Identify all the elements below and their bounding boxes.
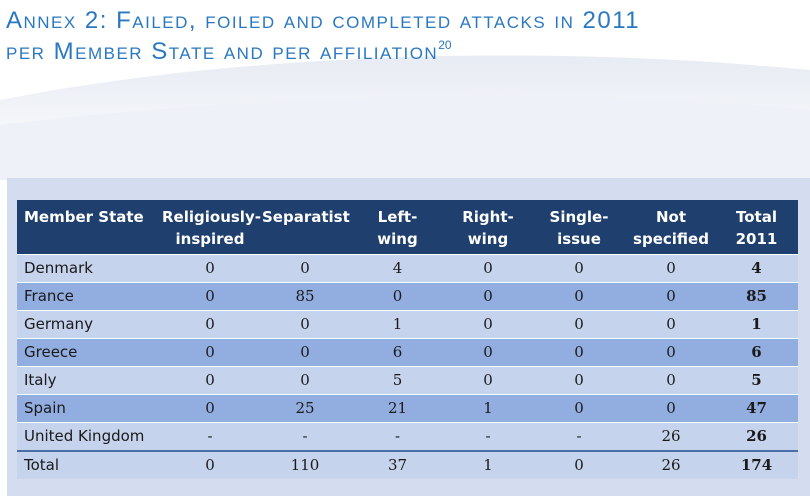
annex-title-line2: per Member State and per affiliation20	[6, 33, 806, 64]
value-cell: 0	[531, 450, 627, 479]
member-state-cell: Total	[17, 450, 160, 479]
column-header: Left- wing	[350, 200, 445, 255]
value-cell: 0	[627, 366, 715, 395]
attacks-table: Member State Religiously- inspired Separat…	[17, 200, 798, 479]
annex-title-line2-text: per Member State and per affiliation	[6, 38, 439, 65]
total-cell: 6	[715, 338, 798, 367]
value-cell: -	[531, 422, 627, 451]
table-row: Germany 0 0 1 0 0 0 1	[17, 310, 798, 339]
value-cell: -	[160, 422, 260, 451]
member-state-cell: Italy	[17, 366, 160, 395]
column-header: Right- wing	[445, 200, 531, 255]
value-cell: 0	[531, 282, 627, 311]
value-cell: 0	[260, 366, 350, 395]
value-cell: 26	[627, 450, 715, 479]
value-cell: -	[445, 422, 531, 451]
value-cell: -	[350, 422, 445, 451]
value-cell: 1	[350, 310, 445, 339]
member-state-cell: France	[17, 282, 160, 311]
value-cell: 21	[350, 394, 445, 423]
value-cell: 1	[445, 450, 531, 479]
value-cell: 25	[260, 394, 350, 423]
value-cell: 0	[445, 254, 531, 283]
table-panel: Member State Religiously- inspired Separat…	[7, 178, 810, 496]
member-state-cell: Spain	[17, 394, 160, 423]
member-state-cell: Denmark	[17, 254, 160, 283]
total-cell: 4	[715, 254, 798, 283]
value-cell: 0	[160, 282, 260, 311]
value-cell: 0	[627, 254, 715, 283]
total-cell: 1	[715, 310, 798, 339]
value-cell: 0	[160, 254, 260, 283]
value-cell: 85	[260, 282, 350, 311]
value-cell: 0	[531, 366, 627, 395]
member-state-cell: Greece	[17, 338, 160, 367]
value-cell: 5	[350, 366, 445, 395]
value-cell: 0	[160, 338, 260, 367]
value-cell: 0	[531, 394, 627, 423]
column-header: Religiously- inspired	[160, 200, 261, 255]
table-row: Italy 0 0 5 0 0 0 5	[17, 366, 798, 395]
value-cell: 0	[445, 366, 531, 395]
value-cell: -	[260, 422, 350, 451]
value-cell: 0	[531, 310, 627, 339]
column-header: Not specified	[627, 200, 715, 255]
value-cell: 1	[445, 394, 531, 423]
value-cell: 6	[350, 338, 445, 367]
total-cell: 47	[715, 394, 798, 423]
value-cell: 0	[160, 366, 260, 395]
value-cell: 0	[531, 254, 627, 283]
value-cell: 0	[260, 254, 350, 283]
value-cell: 4	[350, 254, 445, 283]
value-cell: 0	[531, 338, 627, 367]
total-row: Total 0 110 37 1 0 26 174	[17, 450, 798, 479]
total-cell: 85	[715, 282, 798, 311]
value-cell: 26	[627, 422, 715, 451]
member-state-cell: Germany	[17, 310, 160, 339]
table-row: Greece 0 0 6 0 0 0 6	[17, 338, 798, 367]
total-cell: 174	[715, 450, 798, 479]
value-cell: 0	[445, 282, 531, 311]
value-cell: 0	[350, 282, 445, 311]
total-cell: 5	[715, 366, 798, 395]
annex-title-line1: Annex 2: Failed, foiled and completed at…	[6, 7, 641, 34]
value-cell: 0	[627, 282, 715, 311]
value-cell: 0	[627, 394, 715, 423]
value-cell: 0	[260, 338, 350, 367]
value-cell: 0	[445, 310, 531, 339]
footnote-marker: 20	[438, 38, 452, 52]
table-row: Denmark 0 0 4 0 0 0 4	[17, 254, 798, 283]
column-header: Separatist	[260, 200, 350, 255]
value-cell: 0	[445, 338, 531, 367]
value-cell: 0	[260, 310, 350, 339]
annex-title: Annex 2: Failed, foiled and completed at…	[6, 8, 806, 64]
table-row: Spain 0 25 21 1 0 0 47	[17, 394, 798, 423]
table-body: Denmark 0 0 4 0 0 0 4 France 0 85 0 0 0 0 85 Germany 0 0 1 0…	[17, 254, 798, 479]
column-header: Total 2011	[715, 200, 798, 255]
value-cell: 110	[260, 450, 350, 479]
value-cell: 0	[160, 394, 260, 423]
value-cell: 0	[160, 310, 260, 339]
value-cell: 0	[160, 450, 260, 479]
value-cell: 0	[627, 310, 715, 339]
column-header: Member State	[17, 200, 160, 255]
value-cell: 37	[350, 450, 445, 479]
value-cell: 0	[627, 338, 715, 367]
table-row: United Kingdom - - - - -26 26	[17, 422, 798, 451]
total-cell: 26	[715, 422, 798, 451]
table-row: France 0 85 0 0 0 0 85	[17, 282, 798, 311]
table-header-row: Member State Religiously- inspired Separat…	[17, 200, 798, 255]
column-header: Single- issue	[531, 200, 627, 255]
member-state-cell: United Kingdom	[17, 422, 160, 451]
